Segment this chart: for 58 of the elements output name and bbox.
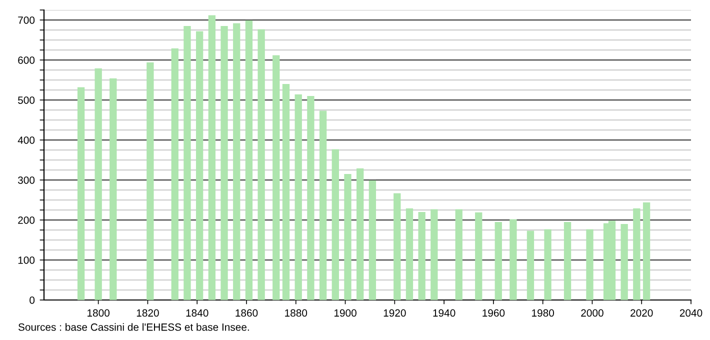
bar bbox=[220, 26, 228, 300]
bar bbox=[196, 31, 204, 300]
bar bbox=[233, 23, 240, 300]
x-tick-label: 2020 bbox=[630, 309, 653, 317]
bar bbox=[564, 222, 572, 300]
bar bbox=[282, 84, 290, 300]
y-tick-label: 600 bbox=[18, 56, 35, 64]
y-tick-label: 0 bbox=[30, 296, 35, 304]
bar bbox=[294, 94, 302, 300]
x-tick-label: 1800 bbox=[88, 309, 110, 317]
y-tick-label: 500 bbox=[18, 96, 35, 104]
bar bbox=[526, 230, 534, 300]
bar bbox=[394, 193, 401, 300]
bar bbox=[586, 229, 594, 300]
bar bbox=[418, 212, 426, 300]
x-tick-label: 1820 bbox=[136, 309, 159, 317]
x-tick-label: 2000 bbox=[581, 309, 604, 317]
bar bbox=[110, 78, 117, 300]
bar bbox=[245, 20, 253, 300]
bar bbox=[356, 168, 364, 300]
bar bbox=[633, 208, 640, 300]
bar bbox=[307, 96, 314, 300]
bar bbox=[430, 209, 438, 300]
y-tick-label: 400 bbox=[18, 136, 35, 144]
x-tick-label: 1860 bbox=[236, 309, 258, 317]
x-tick-label: 1920 bbox=[384, 309, 406, 317]
bar bbox=[146, 62, 154, 300]
x-tick-label: 1940 bbox=[433, 309, 456, 317]
bar bbox=[94, 68, 102, 300]
bar bbox=[272, 55, 280, 300]
x-tick-label: 1880 bbox=[285, 309, 308, 317]
bar bbox=[368, 180, 376, 300]
bar bbox=[620, 224, 628, 300]
bar bbox=[319, 110, 327, 300]
bar bbox=[332, 149, 339, 300]
x-tick-label: 2040 bbox=[680, 309, 702, 317]
bar bbox=[544, 229, 552, 300]
x-tick-label: 1960 bbox=[482, 309, 505, 317]
bar bbox=[77, 87, 85, 300]
y-tick-label: 300 bbox=[18, 176, 35, 184]
x-tick-label: 1840 bbox=[186, 309, 208, 317]
bar bbox=[258, 29, 265, 300]
bar bbox=[344, 174, 352, 300]
bar bbox=[642, 202, 650, 300]
y-tick-label: 200 bbox=[18, 216, 35, 224]
bar bbox=[171, 48, 178, 300]
y-tick-label: 700 bbox=[18, 16, 35, 24]
x-tick-label: 1900 bbox=[334, 309, 356, 317]
y-tick-label: 100 bbox=[18, 256, 35, 264]
bar bbox=[494, 222, 502, 300]
x-tick-label: 1980 bbox=[532, 309, 554, 317]
bar bbox=[510, 219, 517, 300]
bar bbox=[406, 208, 414, 300]
bar bbox=[208, 15, 216, 300]
source-note: Sources : base Cassini de l'EHESS et base Insee. bbox=[18, 323, 249, 331]
bar bbox=[455, 209, 462, 300]
bar bbox=[475, 212, 482, 300]
bar bbox=[184, 26, 191, 300]
